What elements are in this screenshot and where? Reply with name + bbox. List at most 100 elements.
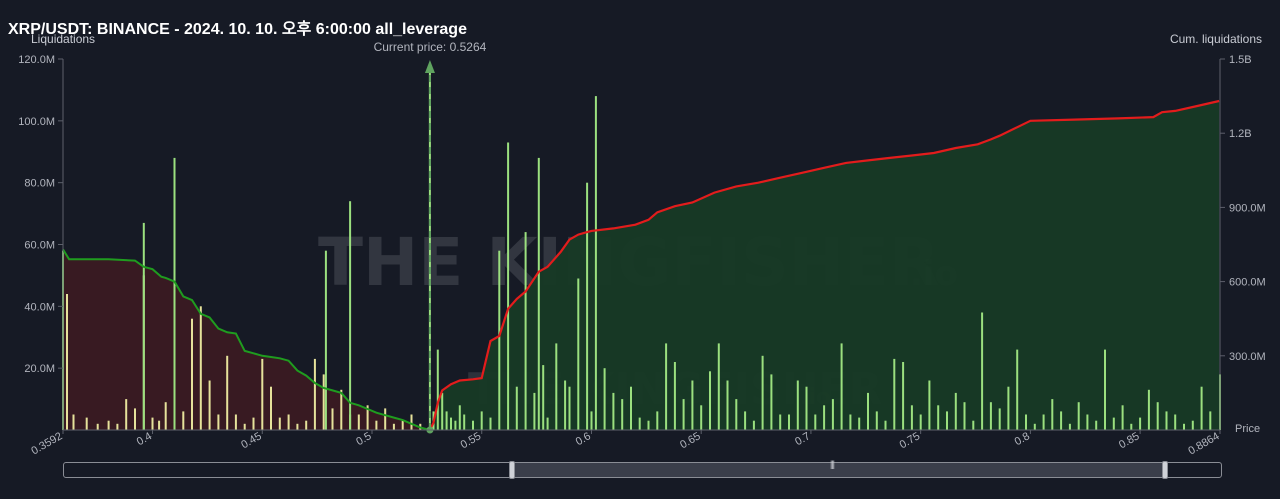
- long-liquidation-bar: [217, 414, 220, 430]
- short-liquidation-bar: [1174, 414, 1177, 430]
- short-liquidation-bar: [647, 420, 650, 430]
- long-liquidation-bar: [261, 358, 264, 430]
- short-liquidation-bar: [770, 374, 773, 430]
- long-liquidation-bar: [116, 423, 119, 430]
- liquidation-bars: [62, 65, 1221, 430]
- short-liquidation-bar: [542, 365, 545, 430]
- short-liquidation-bar: [594, 96, 597, 430]
- range-scrollbar-thumb[interactable]: |||: [509, 459, 1168, 479]
- short-liquidation-bar: [673, 362, 676, 430]
- short-liquidation-bar: [603, 368, 606, 430]
- short-liquidation-bar: [450, 417, 452, 430]
- long-liquidation-bar: [366, 405, 369, 430]
- short-liquidation-bar: [1007, 386, 1010, 430]
- short-liquidation-bar: [349, 201, 352, 430]
- range-right-handle[interactable]: [1162, 461, 1168, 479]
- x-axis-tick-label: 0.5: [354, 430, 373, 448]
- cumulative-lines: Current price: 0.5264: [62, 40, 1220, 434]
- short-liquidation-bar: [928, 380, 931, 430]
- short-liquidation-bar: [630, 386, 632, 430]
- short-liquidation-bar: [1130, 423, 1133, 430]
- x-axis-tick-label: 0.8: [1013, 430, 1032, 448]
- left-axis-tick-label: 40.0M: [24, 301, 55, 313]
- short-liquidation-bar: [1121, 405, 1124, 430]
- short-liquidation-bar: [875, 411, 878, 430]
- short-liquidation-bar: [1139, 417, 1142, 430]
- long-liquidation-bar: [384, 408, 387, 430]
- short-liquidation-bar: [621, 399, 624, 430]
- short-liquidation-bar: [498, 250, 501, 430]
- long-liquidation-bar: [278, 417, 281, 430]
- short-liquidation-bar: [954, 392, 957, 430]
- long-liquidation-bar: [357, 414, 360, 430]
- right-axis-tick-label: 1.2B: [1229, 128, 1252, 140]
- x-axis-tick-label: 0.7: [793, 430, 812, 448]
- long-liquidation-bar: [401, 420, 404, 430]
- cum-long-area: [63, 249, 430, 430]
- short-liquidation-bar: [480, 411, 483, 430]
- short-liquidation-bar: [173, 157, 176, 430]
- long-liquidation-bar: [85, 417, 88, 430]
- cumulative-areas: [63, 101, 1220, 430]
- short-liquidation-bar: [796, 380, 799, 430]
- long-liquidation-bar: [234, 414, 237, 430]
- left-axis-tick-label: 60.0M: [24, 240, 55, 252]
- x-axis-tick-label: 0.55: [459, 430, 484, 451]
- range-left-handle[interactable]: [509, 461, 515, 479]
- short-liquidation-bar: [858, 417, 861, 430]
- short-liquidation-bar: [441, 392, 444, 430]
- grip-icon: |||: [830, 459, 835, 469]
- short-liquidation-bar: [537, 157, 540, 430]
- long-liquidation-bar: [410, 414, 413, 430]
- short-liquidation-bar: [831, 399, 834, 430]
- short-liquidation-bar: [1042, 414, 1045, 430]
- short-liquidation-bar: [1200, 386, 1203, 430]
- long-liquidation-bar: [313, 358, 316, 430]
- long-liquidation-bar: [270, 386, 272, 430]
- long-liquidation-bar: [182, 411, 185, 430]
- short-liquidation-bar: [700, 405, 703, 430]
- short-liquidation-bar: [586, 182, 589, 430]
- long-liquidation-bar: [340, 389, 343, 430]
- short-liquidation-bar: [436, 349, 439, 430]
- short-liquidation-bar: [972, 420, 975, 430]
- short-liquidation-bar: [1112, 417, 1115, 430]
- current-price-label: Current price: 0.5264: [374, 40, 487, 54]
- short-liquidation-bar: [1209, 411, 1212, 430]
- long-liquidation-bar: [66, 294, 68, 430]
- right-axis-tick-label: 1.5B: [1229, 54, 1252, 66]
- short-liquidation-bar: [445, 411, 448, 430]
- short-liquidation-bar: [1104, 349, 1106, 430]
- short-liquidation-bar: [717, 343, 720, 430]
- short-liquidation-bar: [564, 380, 567, 430]
- x-axis-tick-label: 0.8864: [1186, 430, 1221, 457]
- left-axis-tick-label: 120.0M: [18, 54, 55, 66]
- short-liquidation-bar: [590, 411, 593, 430]
- short-liquidation-bar: [1095, 420, 1098, 430]
- long-liquidation-bar: [208, 380, 211, 430]
- x-axis-tick-label: 0.45: [239, 430, 264, 451]
- short-liquidation-bar: [682, 399, 685, 430]
- short-liquidation-bar: [463, 414, 466, 430]
- short-liquidation-bar: [805, 386, 808, 430]
- cum-long-line: [62, 248, 431, 431]
- short-liquidation-bar: [489, 417, 492, 430]
- long-liquidation-bar: [331, 408, 334, 430]
- short-liquidation-bar: [507, 142, 510, 430]
- long-liquidation-bar: [375, 420, 378, 430]
- short-liquidation-bar: [840, 343, 843, 430]
- short-liquidation-bar: [849, 414, 852, 430]
- long-liquidation-bar: [164, 402, 167, 430]
- short-liquidation-bar: [458, 405, 461, 430]
- short-liquidation-bar: [788, 414, 790, 430]
- short-liquidation-bar: [893, 358, 896, 430]
- short-liquidation-bar: [1086, 414, 1089, 430]
- short-liquidation-bar: [515, 386, 518, 430]
- short-liquidation-bar: [981, 312, 984, 430]
- short-liquidation-bar: [1025, 414, 1027, 430]
- short-liquidation-bar: [1165, 411, 1168, 430]
- short-liquidation-bar: [612, 392, 615, 430]
- current-price-arrow-icon: [424, 60, 435, 73]
- long-liquidation-bar: [322, 374, 325, 430]
- range-scrollbar[interactable]: |||: [63, 459, 1222, 479]
